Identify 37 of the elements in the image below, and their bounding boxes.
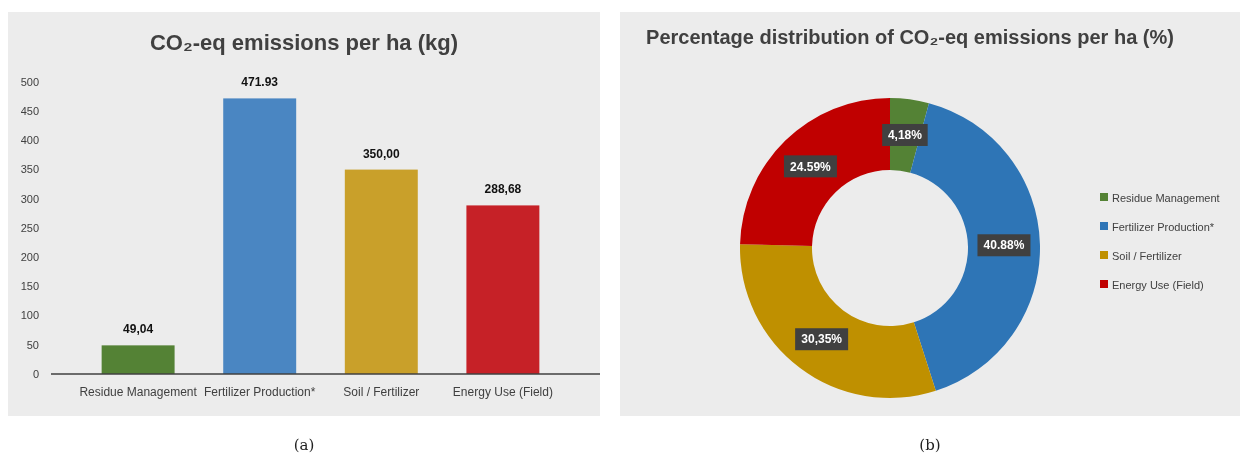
y-tick-label: 400 — [20, 134, 39, 147]
x-tick-label: Residue Management — [79, 385, 198, 399]
legend-label: Soil / Fertilizer — [1112, 249, 1183, 262]
y-tick-label: 300 — [20, 192, 39, 205]
y-tick-label: 450 — [20, 105, 39, 118]
y-tick-label: 500 — [20, 75, 39, 88]
data-label: 4,18% — [887, 128, 923, 143]
data-label: 30,35% — [801, 332, 843, 347]
bar — [344, 169, 418, 374]
y-tick-label: 250 — [20, 221, 39, 234]
bar — [466, 205, 540, 374]
bar — [223, 98, 297, 374]
data-label: 49,04 — [123, 322, 154, 337]
bar — [101, 345, 175, 374]
x-tick-label: Fertilizer Production* — [204, 385, 316, 399]
data-label: 471.93 — [241, 75, 279, 90]
y-tick-label: 200 — [20, 251, 39, 264]
y-tick-label: 350 — [20, 163, 39, 176]
chart-title: CO₂-eq emissions per ha (kg) — [149, 30, 459, 55]
x-tick-label: Soil / Fertilizer — [343, 385, 420, 399]
chart-title: Percentage distribution of CO₂-eq emissions per ha (%) — [646, 26, 1174, 48]
y-tick-label: 0 — [32, 367, 39, 380]
data-label: 40.88% — [983, 238, 1025, 253]
donut-slice — [740, 244, 936, 398]
y-tick-label: 150 — [20, 280, 39, 293]
y-tick-label: 50 — [26, 338, 39, 351]
legend-label: Residue Management — [1112, 191, 1220, 204]
legend-label: Fertilizer Production* — [1112, 220, 1215, 233]
data-label: 288,68 — [484, 182, 522, 197]
donut-slice — [740, 98, 890, 246]
data-label: 24.59% — [790, 159, 832, 174]
data-label: 350,00 — [362, 146, 400, 161]
text: (b) — [919, 436, 941, 454]
text: (a) — [293, 436, 315, 454]
legend-label: Energy Use (Field) — [1112, 278, 1204, 291]
y-tick-label: 100 — [20, 309, 39, 322]
x-tick-label: Energy Use (Field) — [452, 385, 553, 399]
